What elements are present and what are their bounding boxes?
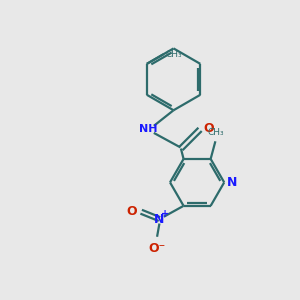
Text: N: N xyxy=(227,176,238,190)
Text: CH₃: CH₃ xyxy=(207,128,224,137)
Text: O⁻: O⁻ xyxy=(148,242,166,255)
Text: O: O xyxy=(126,205,137,218)
Text: O: O xyxy=(204,122,214,135)
Text: N: N xyxy=(154,213,165,226)
Text: NH: NH xyxy=(139,124,158,134)
Text: +: + xyxy=(161,209,169,219)
Text: CH₃: CH₃ xyxy=(166,50,182,59)
